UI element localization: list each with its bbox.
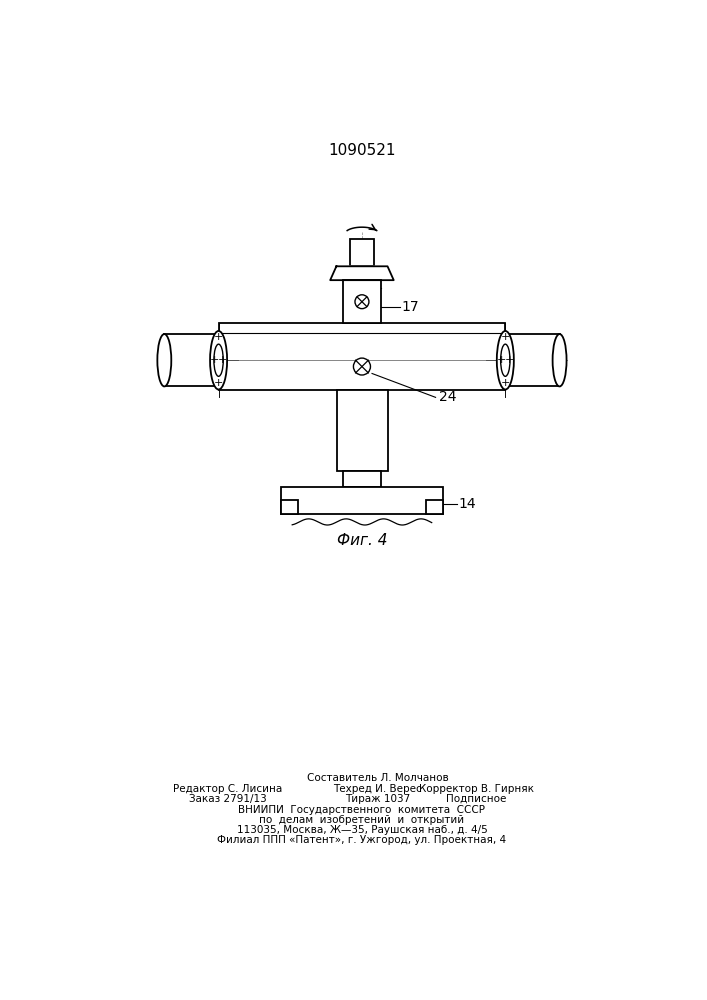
Text: 17: 17 [402,300,419,314]
Ellipse shape [553,334,566,386]
Text: Филиал ППП «Патент», г. Ужгород, ул. Проектная, 4: Филиал ППП «Патент», г. Ужгород, ул. Про… [217,835,506,845]
Text: 1090521: 1090521 [328,143,396,158]
Bar [426,500,443,514]
Bar [344,471,380,487]
Text: Фиг. 4: Фиг. 4 [337,533,387,548]
Circle shape [354,358,370,375]
Text: по  делам  изобретений  и  открытий: по делам изобретений и открытий [259,815,464,825]
Text: Заказ 2791/13: Заказ 2791/13 [189,794,267,804]
Bar [506,334,559,386]
Ellipse shape [214,344,223,376]
Ellipse shape [158,334,171,386]
Text: Редактор С. Лисина: Редактор С. Лисина [173,784,283,794]
Text: 24: 24 [438,390,456,404]
Polygon shape [330,266,394,280]
Bar [164,334,218,386]
Text: +: + [497,355,506,365]
Text: ВНИИПИ  Государственного  комитета  СССР: ВНИИПИ Государственного комитета СССР [238,805,486,815]
Ellipse shape [501,344,510,376]
Text: +: + [501,332,510,342]
Bar [281,487,443,514]
Text: +: + [505,355,514,365]
Text: 14: 14 [459,497,477,511]
Text: Корректор В. Гирняк: Корректор В. Гирняк [419,784,534,794]
Text: +: + [218,355,227,365]
Text: 113035, Москва, Ж—35, Раушская наб., д. 4/5: 113035, Москва, Ж—35, Раушская наб., д. … [237,825,487,835]
Bar [337,390,387,471]
Text: +: + [214,378,223,388]
Bar [349,239,374,266]
Ellipse shape [210,331,227,389]
Bar [281,500,298,514]
Text: Техред И. Верес: Техред И. Верес [333,784,422,794]
Text: Тираж 1037: Тираж 1037 [345,794,410,804]
Circle shape [355,295,369,309]
Text: +: + [501,378,510,388]
Text: Составитель Л. Молчанов: Составитель Л. Молчанов [307,773,448,783]
Text: Подписное: Подписное [446,794,507,804]
Text: +: + [214,332,223,342]
Bar [343,280,381,323]
Ellipse shape [497,331,514,389]
Bar [218,323,506,390]
Text: +: + [210,355,219,365]
